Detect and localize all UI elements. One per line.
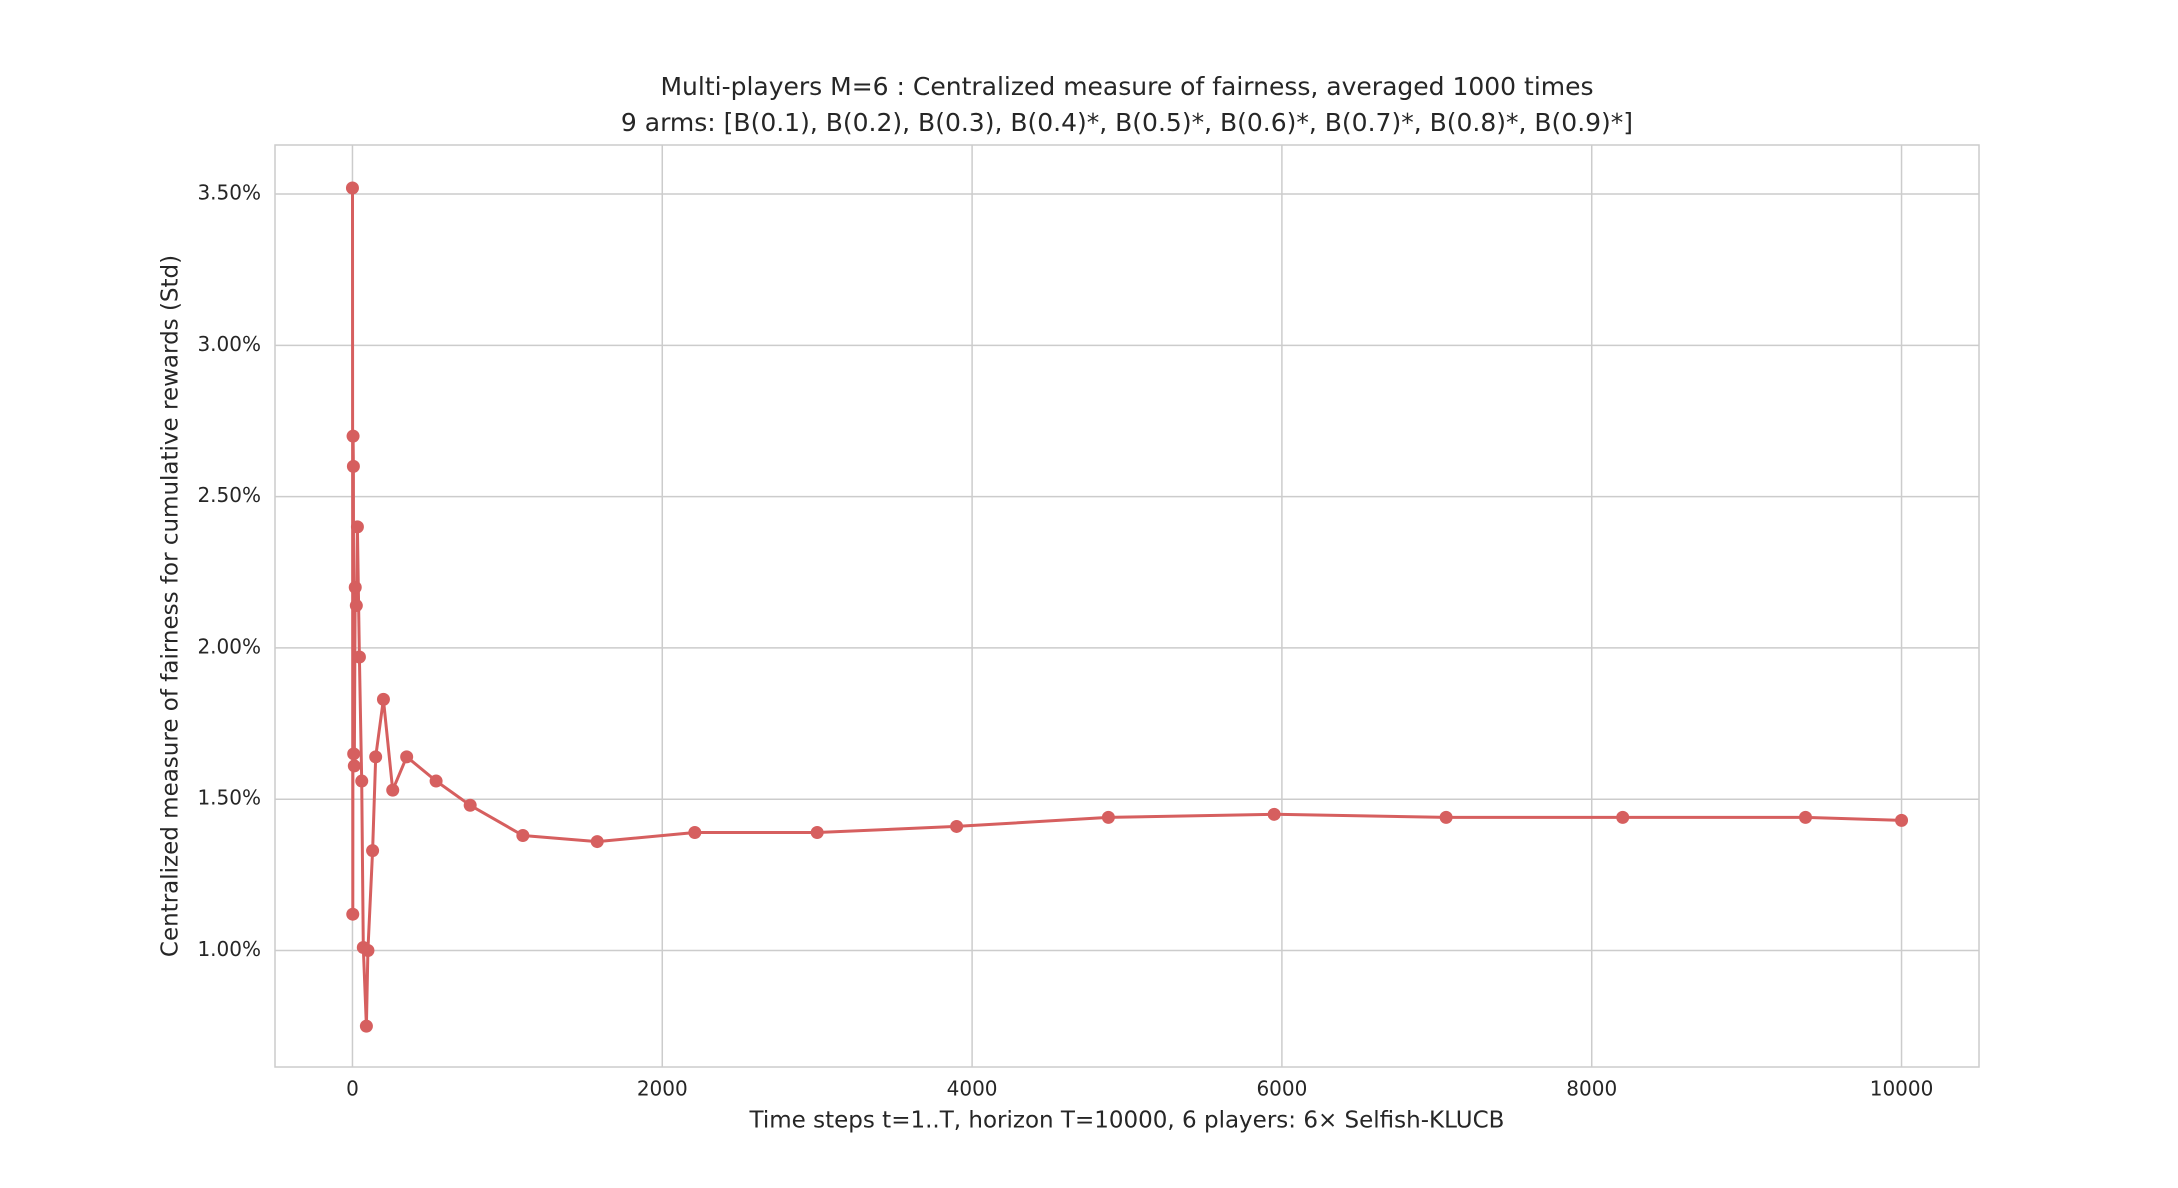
marker	[810, 825, 824, 839]
marker	[1799, 810, 1813, 824]
marker	[352, 650, 366, 664]
chart-title: Multi-players M=6 : Centralized measure …	[660, 72, 1593, 101]
marker	[361, 944, 375, 958]
marker	[1439, 810, 1453, 824]
x-tick-label: 8000	[1566, 1077, 1617, 1101]
y-tick-label: 2.50%	[197, 483, 261, 507]
x-axis-label: Time steps t=1..T, horizon T=10000, 6 pl…	[749, 1108, 1505, 1134]
plot-area	[274, 144, 1980, 1068]
x-tick-label: 10000	[1870, 1077, 1934, 1101]
marker	[349, 599, 363, 613]
marker	[590, 835, 604, 849]
marker	[950, 819, 964, 833]
x-tick-label: 2000	[637, 1077, 688, 1101]
marker	[429, 774, 443, 788]
marker	[350, 520, 364, 534]
y-tick-label: 3.00%	[197, 332, 261, 356]
marker	[347, 759, 361, 773]
marker	[346, 459, 360, 473]
y-tick-label: 3.50%	[197, 181, 261, 205]
y-tick-label: 1.50%	[197, 786, 261, 810]
marker	[1616, 810, 1630, 824]
chart-subtitle: 9 arms: [B(0.1), B(0.2), B(0.3), B(0.4)*…	[621, 108, 1633, 137]
marker	[1895, 813, 1909, 827]
x-tick-label: 6000	[1256, 1077, 1307, 1101]
marker	[1267, 807, 1281, 821]
marker	[386, 783, 400, 797]
marker	[376, 692, 390, 706]
marker	[346, 429, 360, 443]
marker	[463, 798, 477, 812]
marker	[400, 750, 414, 764]
y-axis-label: Centralized measure of fairness for cumu…	[158, 255, 184, 957]
y-tick-label: 1.00%	[197, 937, 261, 961]
marker	[359, 1019, 373, 1033]
x-tick-label: 4000	[947, 1077, 998, 1101]
marker	[688, 825, 702, 839]
marker	[347, 747, 361, 761]
marker	[369, 750, 383, 764]
y-tick-label: 2.00%	[197, 634, 261, 658]
line	[351, 187, 1902, 1028]
marker	[366, 844, 380, 858]
marker	[355, 774, 369, 788]
marker	[348, 580, 362, 594]
x-tick-label: 0	[346, 1077, 359, 1101]
marker	[346, 907, 360, 921]
marker	[1101, 810, 1115, 824]
marker	[516, 829, 530, 843]
marker	[345, 181, 359, 195]
